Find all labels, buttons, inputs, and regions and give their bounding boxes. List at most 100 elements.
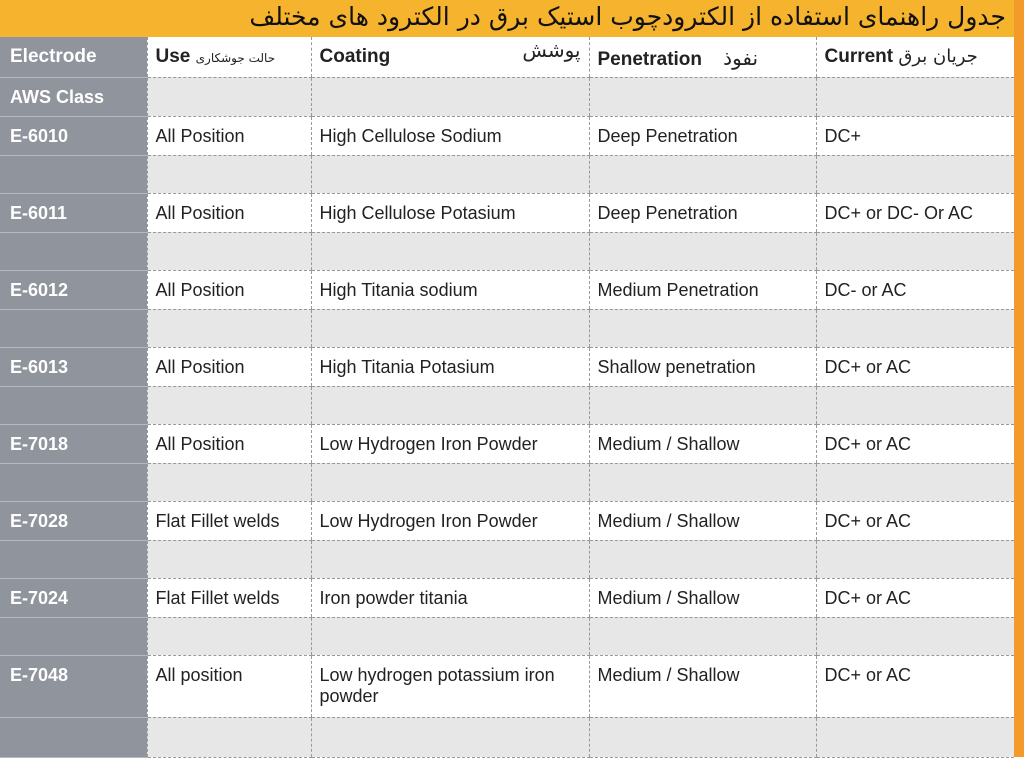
table-row: E-7028 Flat Fillet welds Low Hydrogen Iron… xyxy=(0,501,1014,541)
empty-cell xyxy=(146,386,311,425)
header-use-fa: حالت جوشکاری xyxy=(195,51,276,65)
empty-cell xyxy=(146,232,311,271)
spacer-row xyxy=(0,155,1014,194)
cell-penetration: Medium / Shallow xyxy=(588,655,816,718)
table-row: E-6013 All Position High Titania Potasium S… xyxy=(0,347,1014,387)
empty-cell xyxy=(815,617,1014,656)
spacer-row xyxy=(0,540,1014,579)
cell-penetration: Deep Penetration xyxy=(588,193,816,233)
cell-penetration: Deep Penetration xyxy=(588,116,816,156)
empty-cell xyxy=(310,77,589,117)
empty-cell xyxy=(0,232,147,271)
cell-class: E-6011 xyxy=(0,193,147,233)
cell-coating: High Titania sodium xyxy=(310,270,589,310)
cell-penetration: Shallow penetration xyxy=(588,347,816,387)
table-row: E-6012 All Position High Titania sodium Med… xyxy=(0,270,1014,310)
table-row: E-6010 All Position High Cellulose Sodium D… xyxy=(0,116,1014,156)
empty-cell xyxy=(146,463,311,502)
empty-cell xyxy=(0,540,147,579)
empty-cell xyxy=(588,617,816,656)
empty-cell xyxy=(588,232,816,271)
cell-current: DC+ or AC xyxy=(815,655,1014,718)
cell-use: All Position xyxy=(146,347,311,387)
empty-cell xyxy=(310,386,589,425)
empty-cell xyxy=(146,540,311,579)
empty-cell xyxy=(310,155,589,194)
header-coating-label: Coating xyxy=(319,46,391,67)
spacer-row xyxy=(0,463,1014,502)
aws-class-row: AWS Class xyxy=(0,77,1014,117)
empty-cell xyxy=(588,463,816,502)
empty-cell xyxy=(815,309,1014,348)
cell-coating: High Titania Potasium xyxy=(310,347,589,387)
page-title: جدول راهنمای استفاده از الکترودچوب استیک… xyxy=(249,2,1006,31)
empty-cell xyxy=(815,386,1014,425)
cell-coating: Low Hydrogen Iron Powder xyxy=(310,501,589,541)
empty-cell xyxy=(0,309,147,348)
table-row: E-7018 All Position Low Hydrogen Iron Powd… xyxy=(0,424,1014,464)
spacer-row xyxy=(0,386,1014,425)
header-current-label: Current xyxy=(824,46,894,67)
empty-cell xyxy=(588,77,816,117)
empty-cell xyxy=(146,77,311,117)
empty-cell xyxy=(310,717,589,758)
empty-cell xyxy=(815,77,1014,117)
electrode-table: Electrode Use حالت جوشکاری Coating پوشش P… xyxy=(0,37,1014,758)
empty-cell xyxy=(588,540,816,579)
cell-coating: High Cellulose Sodium xyxy=(310,116,589,156)
cell-current: DC- or AC xyxy=(815,270,1014,310)
cell-class: E-7024 xyxy=(0,578,147,618)
empty-cell xyxy=(146,617,311,656)
spacer-row xyxy=(0,232,1014,271)
empty-cell xyxy=(588,386,816,425)
cell-use: Flat Fillet welds xyxy=(146,501,311,541)
cell-class: E-6010 xyxy=(0,116,147,156)
cell-class: E-7028 xyxy=(0,501,147,541)
empty-cell xyxy=(310,232,589,271)
header-coating: Coating پوشش xyxy=(310,37,589,78)
spacer-row xyxy=(0,617,1014,656)
empty-cell xyxy=(146,309,311,348)
header-aws-class: AWS Class xyxy=(0,77,147,117)
empty-cell xyxy=(0,717,147,758)
empty-cell xyxy=(0,386,147,425)
cell-penetration: Medium Penetration xyxy=(588,270,816,310)
empty-cell xyxy=(815,717,1014,758)
empty-cell xyxy=(815,232,1014,271)
cell-class: E-7048 xyxy=(0,655,147,718)
cell-penetration: Medium / Shallow xyxy=(588,578,816,618)
empty-cell xyxy=(310,617,589,656)
cell-use: All Position xyxy=(146,193,311,233)
cell-use: All Position xyxy=(146,116,311,156)
empty-cell xyxy=(588,309,816,348)
empty-cell xyxy=(0,155,147,194)
empty-cell xyxy=(0,617,147,656)
cell-class: E-6012 xyxy=(0,270,147,310)
empty-cell xyxy=(815,155,1014,194)
empty-cell xyxy=(815,540,1014,579)
cell-use: Flat Fillet welds xyxy=(146,578,311,618)
header-electrode: Electrode xyxy=(0,37,147,78)
cell-current: DC+ or AC xyxy=(815,501,1014,541)
header-current: Current جریان برق xyxy=(815,37,1014,78)
empty-cell xyxy=(146,155,311,194)
cell-coating: Low hydrogen potassium iron powder xyxy=(310,655,589,718)
header-penetration: Penetration نفوذ xyxy=(588,37,816,78)
cell-coating: High Cellulose Potasium xyxy=(310,193,589,233)
empty-cell xyxy=(588,155,816,194)
header-use-label: Use xyxy=(155,46,191,67)
cell-coating: Low Hydrogen Iron Powder xyxy=(310,424,589,464)
title-band: جدول راهنمای استفاده از الکترودچوب استیک… xyxy=(0,0,1014,37)
cell-current: DC+ xyxy=(815,116,1014,156)
empty-cell xyxy=(310,309,589,348)
cell-use: All Position xyxy=(146,424,311,464)
cell-current: DC+ or AC xyxy=(815,424,1014,464)
cell-use: All Position xyxy=(146,270,311,310)
empty-cell xyxy=(815,463,1014,502)
cell-class: E-7018 xyxy=(0,424,147,464)
header-penetration-label: Penetration xyxy=(597,49,703,70)
cell-penetration: Medium / Shallow xyxy=(588,501,816,541)
spacer-row xyxy=(0,717,1014,758)
header-use: Use حالت جوشکاری xyxy=(146,37,311,78)
cell-current: DC+ or DC- Or AC xyxy=(815,193,1014,233)
